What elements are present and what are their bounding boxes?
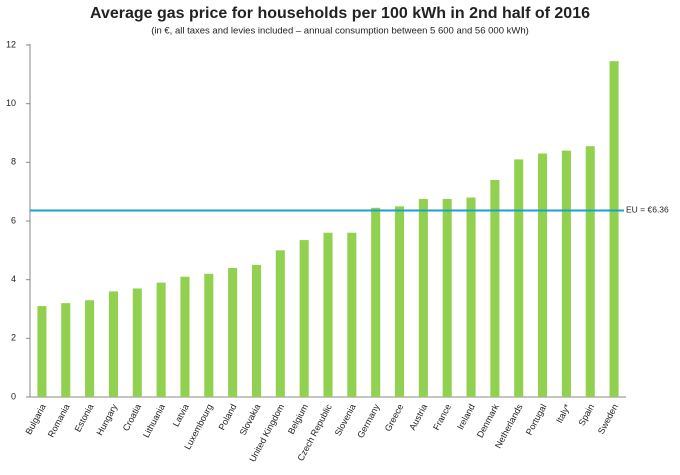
x-tick-label: Denmark <box>475 402 501 439</box>
x-tick-label: Slovakia <box>238 402 263 437</box>
bar <box>394 206 405 397</box>
bar <box>442 199 452 397</box>
x-tick-label: Austria <box>407 402 429 431</box>
x-tick-label: Lithuania <box>141 402 167 439</box>
bar <box>418 199 428 397</box>
x-tick-label: Greece <box>383 402 406 433</box>
y-tick-label: 12 <box>6 39 16 49</box>
x-tick-label: France <box>431 402 453 431</box>
y-tick-label: 10 <box>6 98 16 108</box>
bar <box>347 232 357 397</box>
x-tick-label: Latvia <box>171 402 191 428</box>
y-tick-label: 4 <box>11 274 16 284</box>
bar <box>538 153 548 397</box>
y-tick-label: 6 <box>11 215 16 225</box>
bar <box>561 150 571 397</box>
bar <box>204 273 214 397</box>
x-tick-label: Ireland <box>455 402 477 431</box>
bar <box>85 300 95 397</box>
bar <box>609 61 619 398</box>
x-tick-label: Croatia <box>121 402 143 432</box>
bar <box>466 197 476 397</box>
x-tick-label: Sweden <box>596 402 620 435</box>
x-tick-label: Hungary <box>94 402 119 437</box>
bar <box>323 232 333 397</box>
x-tick-label: Poland <box>217 402 239 431</box>
bar <box>299 240 309 397</box>
x-tick-label: Portugal <box>524 402 549 436</box>
bar <box>180 276 190 397</box>
y-tick-label: 0 <box>11 391 16 401</box>
x-tick-label: Italy* <box>554 402 572 425</box>
bar <box>108 291 118 397</box>
bar <box>228 267 238 397</box>
bar <box>514 159 524 397</box>
bar <box>61 303 71 397</box>
bar <box>156 282 166 397</box>
reference-label: EU = €6.36 <box>626 205 669 215</box>
x-tick-label: Belgium <box>286 402 310 435</box>
bar <box>275 250 285 397</box>
x-tick-label: Spain <box>576 402 596 427</box>
bar <box>585 146 595 397</box>
x-tick-label: Estonia <box>73 402 96 433</box>
x-tick-label: Romania <box>46 402 72 439</box>
bar <box>37 306 47 397</box>
y-tick-label: 8 <box>11 157 16 167</box>
bar <box>371 207 381 397</box>
bar <box>132 288 142 397</box>
chart-title: Average gas price for households per 100… <box>90 5 590 22</box>
y-tick-label: 2 <box>11 333 16 343</box>
x-tick-label: Bulgaria <box>23 402 47 436</box>
bar <box>251 265 262 397</box>
bar <box>490 179 500 397</box>
chart-subtitle: (in €, all taxes and levies included – a… <box>151 26 529 37</box>
x-tick-label: Slovenia <box>333 402 358 437</box>
x-tick-label: Germany <box>355 402 381 440</box>
